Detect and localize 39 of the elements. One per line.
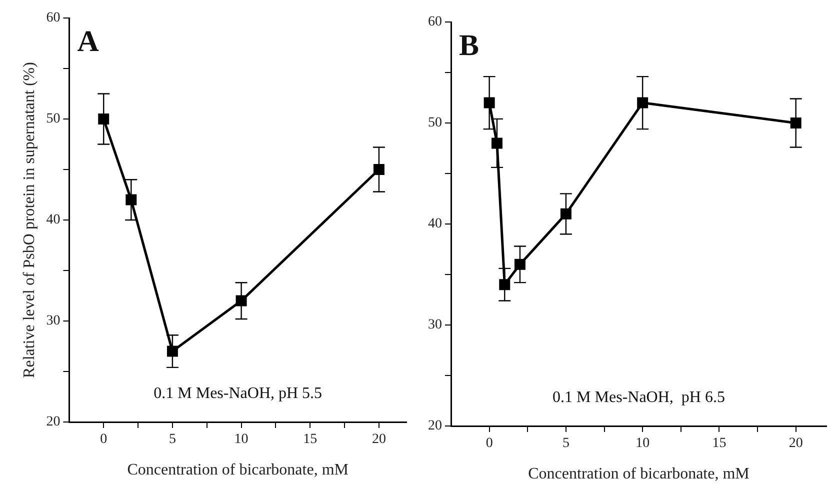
point	[236, 295, 247, 306]
point	[499, 279, 510, 290]
y-tick-label: 60	[428, 14, 442, 30]
point	[514, 258, 526, 270]
x-tick-label: 20	[788, 436, 803, 452]
x-tick-label: 10	[234, 432, 248, 448]
x-tick-label: 0	[100, 432, 108, 448]
annotation: 0.1 M Mes-NaOH, pH 5.5	[154, 385, 322, 402]
annotation: 0.1 M Mes-NaOH, pH 6.5	[552, 389, 725, 406]
y-tick-label: 20	[428, 418, 442, 434]
y-axis-title: Relative level of PsbO protein in supernatant (%)	[20, 62, 38, 378]
x-tick-label: 10	[636, 436, 650, 452]
x-axis-title: Concentration of bicarbonate, mM	[127, 462, 348, 479]
y-tick-label: 30	[428, 318, 442, 333]
point	[790, 118, 802, 128]
point	[637, 97, 648, 108]
y-tick-label: 50	[46, 112, 60, 127]
annotation: A	[77, 24, 100, 58]
point	[491, 138, 502, 149]
x-tick-label: 15	[712, 436, 726, 452]
point	[166, 346, 178, 357]
y-tick-label: 20	[46, 414, 60, 430]
point	[484, 97, 495, 108]
y-tick-label: 40	[428, 216, 442, 232]
point	[373, 164, 384, 175]
y-tick-label: 30	[46, 314, 60, 329]
x-tick-label: 5	[562, 436, 570, 452]
annotation: B	[459, 28, 480, 62]
point	[560, 208, 572, 220]
point	[98, 114, 110, 124]
x-tick-label: 15	[303, 432, 318, 448]
y-tick-label: 50	[428, 116, 442, 131]
y-tick-label: 40	[46, 212, 60, 228]
y-tick-label: 60	[46, 10, 60, 26]
x-tick-label: 5	[168, 432, 176, 448]
x-tick-label: 0	[486, 436, 493, 452]
point	[126, 194, 137, 206]
x-tick-label: 20	[372, 432, 386, 448]
x-axis-title: Concentration of bicarbonate, mM	[528, 466, 750, 483]
